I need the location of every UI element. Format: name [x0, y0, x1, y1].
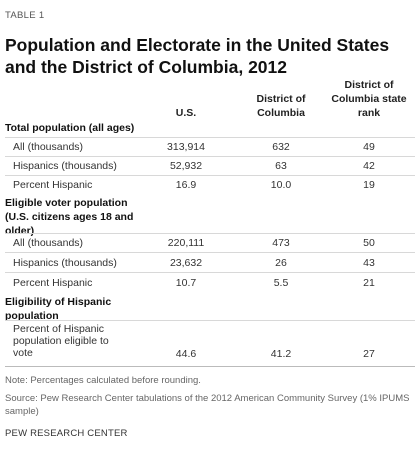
section-heading: Eligibility of Hispanic population: [5, 296, 112, 322]
row-divider: [5, 156, 415, 157]
cell-us: 16.9: [175, 179, 197, 191]
table-bottom-rule: [5, 366, 415, 367]
cell-rank: 43: [363, 257, 375, 269]
cell-rank: 42: [363, 160, 375, 172]
cell-dc: 41.2: [270, 348, 292, 360]
column-header-rank: District of Columbia state rank: [331, 79, 407, 119]
cell-us: 44.6: [175, 348, 197, 360]
cell-us: 220,111: [167, 237, 205, 249]
cell-rank: 19: [363, 179, 375, 191]
cell-us: 10.7: [175, 277, 197, 289]
cell-dc: 5.5: [273, 277, 289, 289]
row-label: All (thousands): [13, 141, 84, 153]
table-label: TABLE 1: [5, 10, 45, 21]
row-divider: [5, 137, 415, 138]
cell-us: 52,932: [169, 160, 203, 172]
row-divider: [5, 175, 415, 176]
cell-rank: 27: [363, 348, 375, 360]
cell-dc: 63: [275, 160, 287, 172]
cell-us: 313,914: [167, 141, 205, 153]
cell-rank: 49: [363, 141, 375, 153]
cell-rank: 21: [363, 277, 375, 289]
row-label: Hispanics (thousands): [13, 160, 117, 172]
row-label: Percent Hispanic: [13, 277, 93, 289]
row-divider: [5, 320, 415, 321]
cell-dc: 473: [272, 237, 290, 249]
column-header-dc: District of Columbia: [256, 93, 306, 119]
cell-rank: 50: [363, 237, 375, 249]
row-label: Percent Hispanic: [13, 179, 93, 191]
row-divider: [5, 233, 415, 234]
row-divider: [5, 252, 415, 253]
table-note: Note: Percentages calculated before roun…: [5, 375, 201, 386]
table-source: Source: Pew Research Center tabulations …: [5, 393, 410, 417]
cell-dc: 10.0: [270, 179, 292, 191]
table-title: Population and Electorate in the United …: [5, 35, 390, 77]
section-heading: Total population (all ages): [5, 122, 135, 134]
row-label: Percent of Hispanic population eligible …: [13, 323, 109, 359]
row-divider: [5, 272, 415, 273]
cell-dc: 26: [275, 257, 287, 269]
section-heading: Eligible voter population (U.S. citizens…: [5, 197, 134, 237]
row-label: Hispanics (thousands): [13, 257, 117, 269]
row-label: All (thousands): [13, 237, 84, 249]
cell-dc: 632: [272, 141, 290, 153]
cell-us: 23,632: [169, 257, 203, 269]
brand-label: PEW RESEARCH CENTER: [5, 428, 128, 439]
column-header-us: U.S.: [175, 107, 197, 119]
